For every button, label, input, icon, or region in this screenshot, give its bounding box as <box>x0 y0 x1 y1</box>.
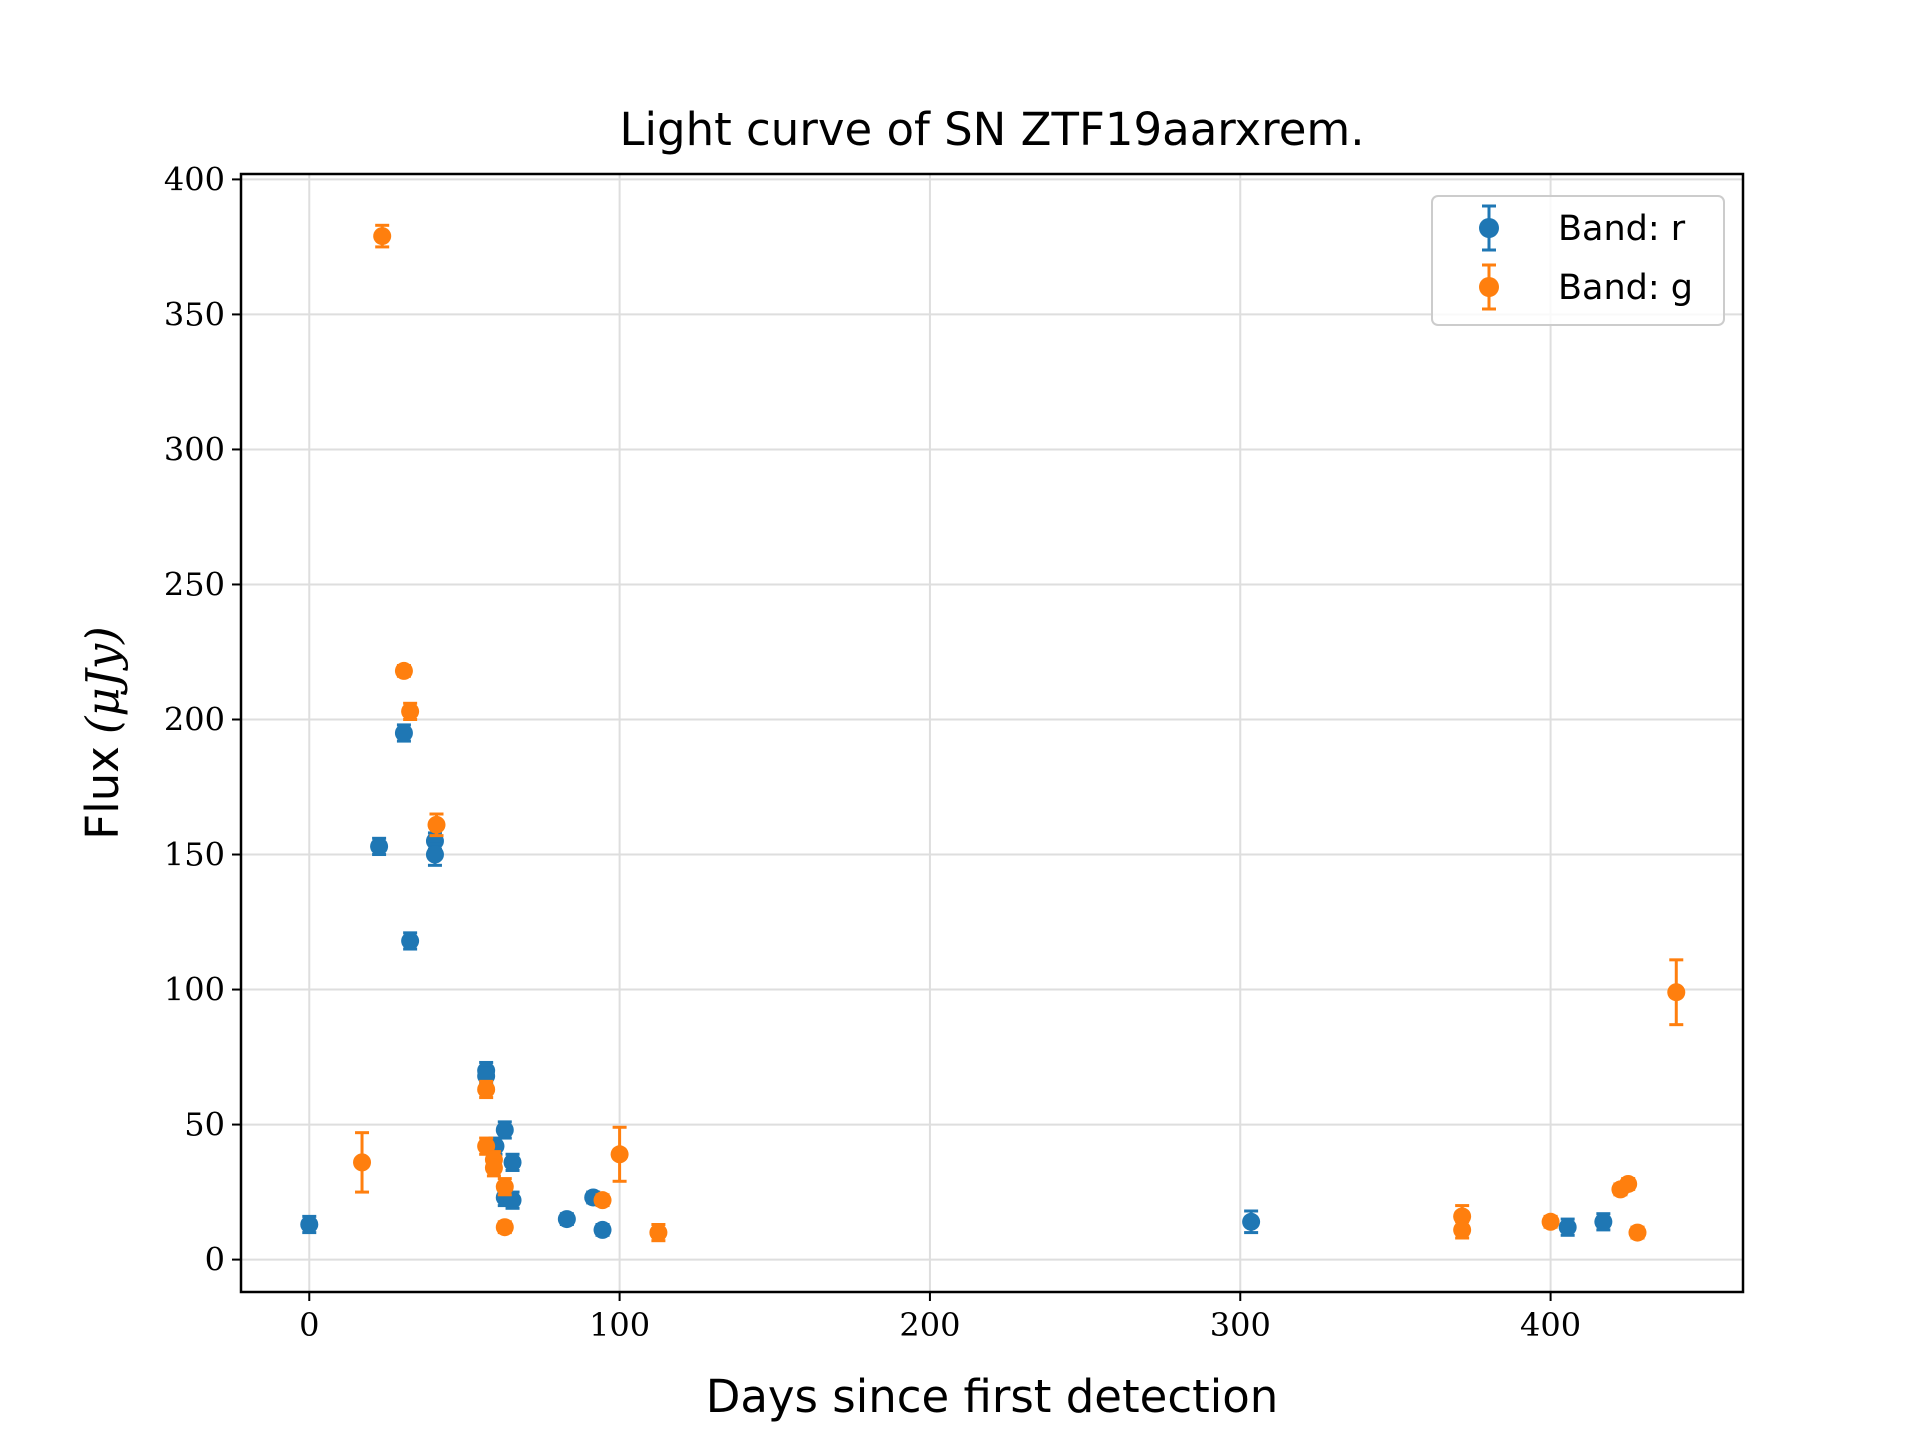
data-marker <box>495 1120 514 1139</box>
data-point <box>401 931 420 951</box>
data-marker <box>1619 1174 1638 1193</box>
data-point <box>401 701 420 721</box>
data-point <box>1558 1217 1577 1237</box>
data-point <box>353 1131 372 1194</box>
data-marker <box>394 724 413 742</box>
data-point <box>495 1177 514 1197</box>
legend-marker <box>1479 218 1499 238</box>
x-tick-label: 200 <box>899 1306 960 1344</box>
data-marker <box>1594 1212 1613 1231</box>
legend-item: Band: r <box>1479 204 1686 252</box>
y-tick-label: 200 <box>164 700 225 738</box>
data-point <box>1453 1220 1472 1240</box>
data-point <box>495 1218 514 1237</box>
data-marker <box>610 1145 629 1164</box>
data-point <box>373 223 392 249</box>
data-marker <box>353 1153 372 1172</box>
y-axis-label: Flux (μJy) <box>76 626 129 839</box>
data-marker <box>495 1218 514 1237</box>
data-marker <box>373 227 392 246</box>
legend-label: Band: g <box>1558 268 1693 308</box>
data-point <box>1242 1209 1261 1235</box>
data-marker <box>401 931 420 950</box>
data-point <box>495 1120 514 1140</box>
chart-title: Light curve of SN ZTF19aarxrem. <box>619 103 1364 156</box>
data-point <box>1541 1212 1560 1231</box>
data-point <box>394 723 413 743</box>
grid <box>241 174 1743 1292</box>
data-marker <box>1667 983 1686 1002</box>
data-point <box>427 812 446 838</box>
data-point <box>610 1125 629 1183</box>
series-1 <box>353 223 1686 1243</box>
y-tick-label: 150 <box>164 836 225 874</box>
data-marker <box>1628 1223 1647 1242</box>
series-0 <box>300 723 1613 1239</box>
data-marker <box>503 1153 522 1172</box>
x-tick-label: 400 <box>1520 1306 1581 1344</box>
data-marker <box>1541 1212 1560 1231</box>
y-axis-label-unit: (μJy) <box>76 626 129 734</box>
axis-ticks: 0 100 200 300 400 0 50 100 150 200 250 300 350 400 <box>164 160 1581 1344</box>
x-tick-label: 100 <box>589 1306 650 1344</box>
data-marker <box>370 837 389 856</box>
y-tick-label: 400 <box>164 160 225 198</box>
data-point <box>593 1191 612 1210</box>
x-tick-label: 300 <box>1210 1306 1271 1344</box>
x-tick-label: 0 <box>299 1306 319 1344</box>
data-marker <box>427 815 446 834</box>
data-marker <box>1558 1218 1577 1237</box>
data-point <box>649 1222 668 1243</box>
data-marker <box>557 1210 576 1229</box>
data-marker <box>649 1223 668 1242</box>
x-axis-label: Days since first detection <box>706 1370 1279 1423</box>
y-axis-label-text: Flux <box>76 746 129 840</box>
data-point <box>1594 1212 1613 1232</box>
data-point <box>557 1210 576 1229</box>
data-point <box>394 661 413 680</box>
data-marker <box>401 702 420 721</box>
data-marker <box>1453 1220 1472 1239</box>
data-marker <box>477 1080 496 1099</box>
legend: Band: r Band: g <box>1431 195 1725 326</box>
y-tick-label: 0 <box>205 1241 225 1279</box>
legend-box <box>1431 195 1725 326</box>
data-marker <box>300 1215 319 1234</box>
data-marker <box>484 1158 503 1177</box>
data-marker <box>495 1177 514 1196</box>
y-tick-label: 250 <box>164 565 225 603</box>
data-marker <box>1242 1212 1261 1231</box>
y-tick-label: 350 <box>164 295 225 333</box>
data-point <box>503 1152 522 1172</box>
y-tick-label: 100 <box>164 971 225 1009</box>
legend-item: Band: g <box>1479 263 1693 311</box>
data-marker <box>593 1191 612 1210</box>
data-marker <box>394 661 413 680</box>
data-point <box>484 1158 503 1178</box>
data-marker <box>425 845 444 864</box>
legend-label: Band: r <box>1558 209 1686 249</box>
data-point <box>1628 1223 1647 1242</box>
legend-marker <box>1479 277 1499 297</box>
plot-frame <box>239 172 1745 1294</box>
data-marker <box>593 1220 612 1239</box>
data-point <box>300 1214 319 1235</box>
data-point <box>1667 958 1686 1027</box>
y-tick-label: 300 <box>164 430 225 468</box>
data-point <box>1619 1174 1638 1193</box>
data-series <box>300 223 1686 1243</box>
data-point <box>593 1220 612 1239</box>
data-point <box>425 842 444 867</box>
data-point <box>477 1079 496 1100</box>
y-tick-label: 50 <box>184 1106 225 1144</box>
data-point <box>370 836 389 857</box>
